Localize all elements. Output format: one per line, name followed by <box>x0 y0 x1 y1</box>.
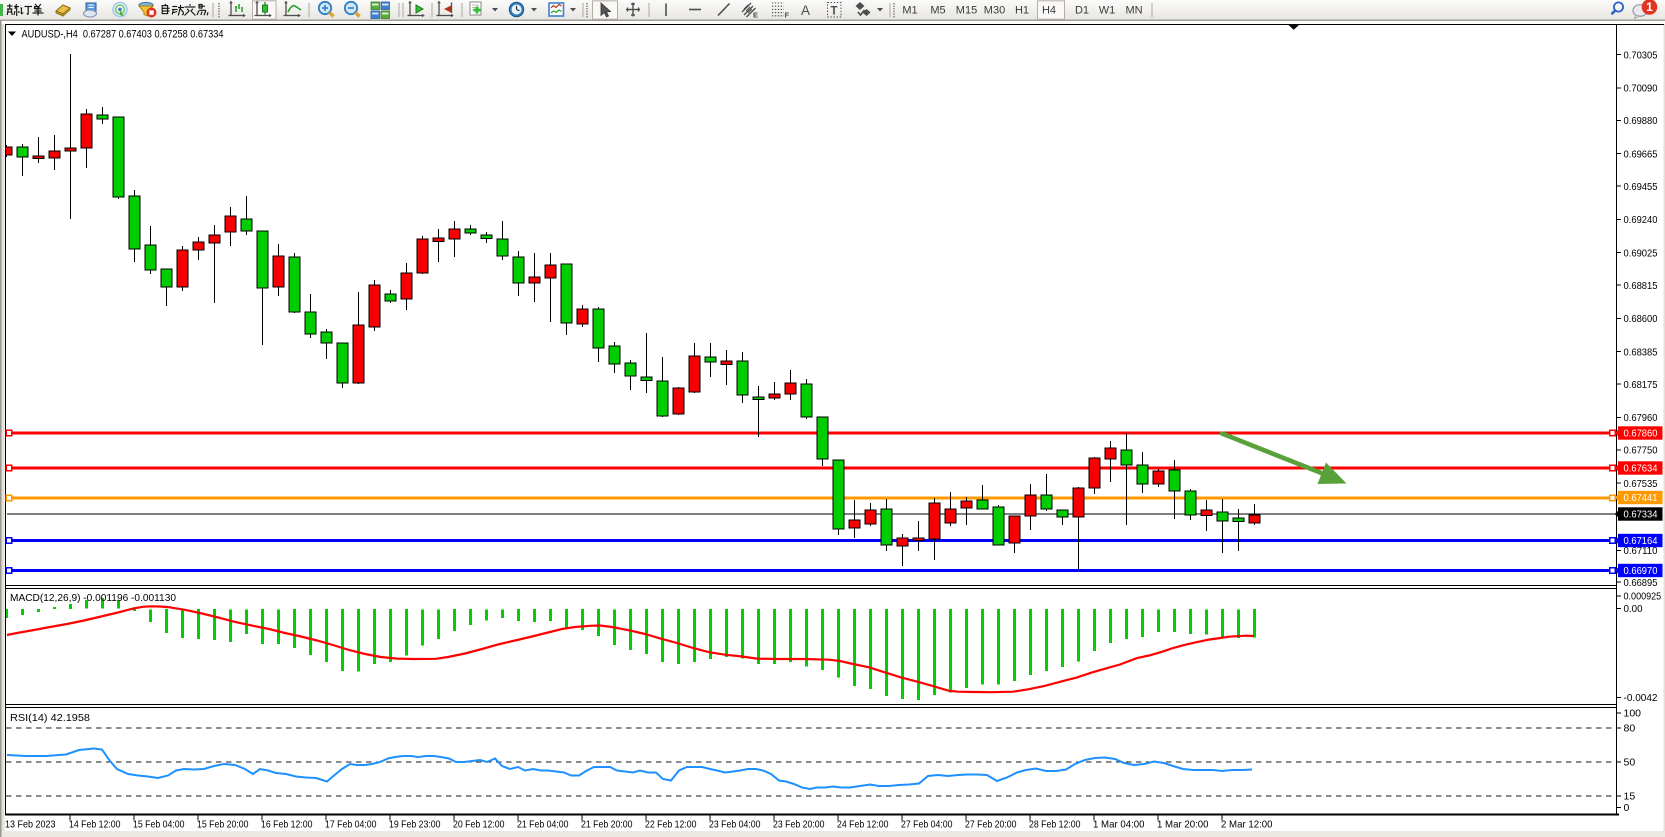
svg-text:0.69665: 0.69665 <box>1624 148 1658 160</box>
svg-text:21 Feb 20:00: 21 Feb 20:00 <box>581 819 633 831</box>
svg-text:0.00: 0.00 <box>1624 603 1643 615</box>
svg-text:28 Feb 12:00: 28 Feb 12:00 <box>1029 819 1081 831</box>
svg-text:27 Feb 04:00: 27 Feb 04:00 <box>901 819 953 831</box>
svg-text:0.67164: 0.67164 <box>1624 535 1658 547</box>
svg-text:0.68385: 0.68385 <box>1624 346 1658 358</box>
svg-text:0.68600: 0.68600 <box>1624 313 1658 325</box>
svg-text:14 Feb 12:00: 14 Feb 12:00 <box>69 819 121 831</box>
svg-text:0.67750: 0.67750 <box>1624 445 1658 457</box>
svg-text:100: 100 <box>1624 708 1642 720</box>
svg-text:0.70090: 0.70090 <box>1624 83 1658 95</box>
svg-text:0.68815: 0.68815 <box>1624 280 1658 292</box>
svg-text:M15: M15 <box>956 5 977 17</box>
svg-text:1 Mar 04:00: 1 Mar 04:00 <box>1093 819 1145 831</box>
svg-text:0: 0 <box>1624 802 1630 814</box>
svg-text:AUDUSD-,H4 0.67287 0.67403 0.: AUDUSD-,H4 0.67287 0.67403 0.67258 0.673… <box>22 29 224 41</box>
svg-text:M1: M1 <box>902 5 917 17</box>
svg-text:0.69240: 0.69240 <box>1624 214 1658 226</box>
svg-text:0.69025: 0.69025 <box>1624 247 1658 259</box>
svg-text:1 Mar 20:00: 1 Mar 20:00 <box>1157 819 1209 831</box>
svg-text:H1: H1 <box>1015 5 1029 17</box>
svg-text:A: A <box>801 3 810 18</box>
svg-text:F: F <box>785 11 790 20</box>
svg-text:D1: D1 <box>1075 5 1089 17</box>
svg-text:0.67334: 0.67334 <box>1624 509 1658 521</box>
svg-text:13 Feb 2023: 13 Feb 2023 <box>5 819 56 831</box>
svg-text:19 Feb 23:00: 19 Feb 23:00 <box>389 819 441 831</box>
svg-text:15 Feb 04:00: 15 Feb 04:00 <box>133 819 185 831</box>
svg-text:E: E <box>753 11 758 20</box>
svg-text:0.000925: 0.000925 <box>1624 591 1662 603</box>
svg-text:23 Feb 04:00: 23 Feb 04:00 <box>709 819 761 831</box>
svg-text:M30: M30 <box>984 5 1005 17</box>
svg-text:MACD(12,26,9) -0.001196 -0.001: MACD(12,26,9) -0.001196 -0.001130 <box>10 592 176 604</box>
svg-text:15: 15 <box>1624 791 1636 803</box>
svg-text:H4: H4 <box>1042 5 1056 17</box>
svg-text:27 Feb 20:00: 27 Feb 20:00 <box>965 819 1017 831</box>
svg-text:RSI(14) 42.1958: RSI(14) 42.1958 <box>10 712 90 724</box>
svg-text:W1: W1 <box>1099 5 1116 17</box>
svg-text:M5: M5 <box>930 5 945 17</box>
svg-text:T: T <box>831 6 838 18</box>
svg-text:0.67110: 0.67110 <box>1624 545 1658 557</box>
svg-text:16 Feb 12:00: 16 Feb 12:00 <box>261 819 313 831</box>
svg-text:50: 50 <box>1624 757 1636 769</box>
svg-text:0.67960: 0.67960 <box>1624 412 1658 424</box>
svg-text:MN: MN <box>1125 5 1142 17</box>
svg-text:17 Feb 04:00: 17 Feb 04:00 <box>325 819 377 831</box>
svg-text:-0.0042: -0.0042 <box>1624 692 1658 704</box>
svg-text:0.66970: 0.66970 <box>1624 565 1658 577</box>
svg-text:0.69455: 0.69455 <box>1624 181 1658 193</box>
svg-text:0.67860: 0.67860 <box>1624 428 1658 440</box>
svg-text:0.68175: 0.68175 <box>1624 379 1658 391</box>
svg-text:23 Feb 20:00: 23 Feb 20:00 <box>773 819 825 831</box>
svg-text:0.67535: 0.67535 <box>1624 478 1658 490</box>
svg-text:1: 1 <box>1646 0 1653 14</box>
svg-text:0.67441: 0.67441 <box>1624 492 1658 504</box>
svg-text:22 Feb 12:00: 22 Feb 12:00 <box>645 819 697 831</box>
svg-text:24 Feb 12:00: 24 Feb 12:00 <box>837 819 889 831</box>
svg-text:0.67634: 0.67634 <box>1624 463 1658 475</box>
svg-text:80: 80 <box>1624 723 1636 735</box>
svg-text:0.66895: 0.66895 <box>1624 577 1658 589</box>
svg-text:0.70305: 0.70305 <box>1624 49 1658 61</box>
svg-text:15 Feb 20:00: 15 Feb 20:00 <box>197 819 249 831</box>
svg-text:2 Mar 12:00: 2 Mar 12:00 <box>1221 819 1273 831</box>
svg-text:21 Feb 04:00: 21 Feb 04:00 <box>517 819 569 831</box>
svg-text:0.69880: 0.69880 <box>1624 115 1658 127</box>
svg-text:20 Feb 12:00: 20 Feb 12:00 <box>453 819 505 831</box>
